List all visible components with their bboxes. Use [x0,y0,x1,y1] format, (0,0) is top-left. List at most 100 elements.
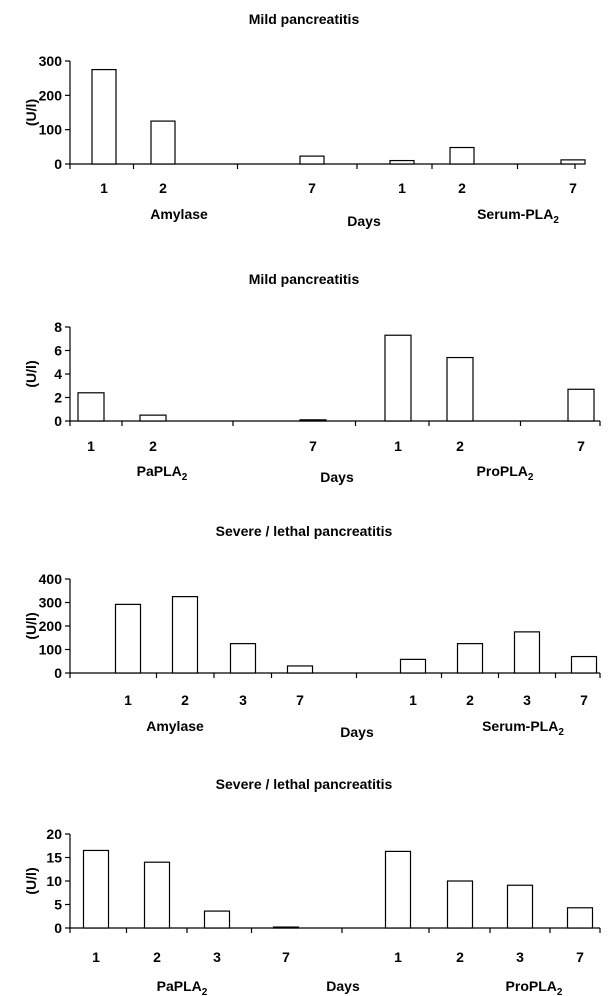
chart-title: Mild pancreatitis [249,11,360,27]
x-tick-label: 2 [181,692,189,708]
chart-panel-2: Mild pancreatitis 0 2 4 6 8 (U/l) 1 2 7 PaPLA2 1 2 7 P… [23,271,601,485]
x-tick-label: 3 [523,692,531,708]
bar-papla-day-1 [82,849,110,929]
x-tick-label: 2 [159,180,167,196]
y-tick-label: 300 [39,595,63,611]
bar-papla-day-1 [77,392,105,422]
x-tick-label: 7 [569,180,577,196]
bar-amylase-day-7 [299,155,325,165]
x-tick-label: 1 [87,438,95,454]
chart-title: Severe / lethal pancreatitis [216,523,393,539]
bar-propla-day-1 [384,334,412,422]
x-tick-label: 1 [124,692,132,708]
chart-panel-4: Severe / lethal pancreatitis 0 5 10 15 20 (U/l… [23,776,601,996]
chart-title: Mild pancreatitis [249,271,360,287]
group-label: PaPLA2 [137,463,188,483]
bar-serum-pla-day-1 [399,658,427,674]
bar-amylase-day-2 [171,596,199,674]
y-tick-label: 0 [54,665,62,681]
bar-amylase-day-7 [286,665,314,674]
chart-title: Severe / lethal pancreatitis [216,776,393,792]
group-label: Amylase [150,206,208,222]
bar-papla-day-2 [143,861,171,929]
bar-papla-day-2 [139,414,167,422]
chart-panel-3: Severe / lethal pancreatitis 0 100 200 300 40… [23,523,601,740]
bar-propla-day-2 [446,880,474,929]
x-tick-label: 7 [296,692,304,708]
group-label: Serum-PLA2 [477,206,559,226]
y-tick-label: 20 [46,826,62,842]
x-tick-label: 1 [398,180,406,196]
bar-propla-day-7 [567,388,595,422]
y-tick-label: 100 [39,122,63,138]
x-tick-label: 2 [458,180,466,196]
chart-panel-1: Mild pancreatitis 0 100 200 300 (U/l) 1 2 7 Amyla… [23,11,586,229]
bar-papla-day-7 [272,926,300,929]
x-tick-label: 2 [456,438,464,454]
y-tick-label: 0 [54,413,62,429]
x-tick-label: 2 [153,949,161,965]
bar-propla-day-7 [566,907,594,929]
bar-serum-pla-day-7 [560,159,586,165]
y-axis-label: (U/l) [23,612,39,639]
y-tick-label: 6 [54,343,62,359]
bar-serum-pla-day-1 [389,159,415,165]
x-tick-label: 1 [409,692,417,708]
y-tick-label: 300 [39,53,63,69]
y-axis-label: (U/l) [23,867,39,894]
x-tick-label: 7 [576,949,584,965]
x-tick-label: 7 [309,438,317,454]
x-tick-label: 2 [149,438,157,454]
bar-amylase-day-1 [91,68,117,165]
y-tick-label: 2 [54,390,62,406]
x-axis-label: Days [340,724,374,740]
bar-serum-pla-day-2 [449,146,475,165]
group-label: ProPLA2 [477,463,534,483]
bar-propla-day-1 [384,850,412,929]
bar-papla-day-7 [299,419,327,422]
bar-amylase-day-3 [229,643,257,674]
y-tick-label: 5 [54,897,62,913]
y-tick-label: 4 [54,366,62,382]
x-tick-label: 3 [239,692,247,708]
x-tick-label: 3 [213,949,221,965]
x-tick-label: 1 [394,949,402,965]
x-tick-label: 7 [282,949,290,965]
y-tick-label: 200 [39,618,63,634]
y-tick-label: 200 [39,87,63,103]
x-axis-label: Days [326,978,360,994]
bar-serum-pla-day-7 [570,655,598,674]
group-label: Amylase [146,718,204,734]
bar-papla-day-3 [203,910,231,929]
y-axis-label: (U/l) [23,99,39,126]
x-tick-label: 2 [456,949,464,965]
y-tick-label: 100 [39,642,63,658]
y-axis-label: (U/l) [23,360,39,387]
bar-serum-pla-day-3 [513,631,541,674]
y-tick-label: 8 [54,319,62,335]
x-tick-label: 3 [516,949,524,965]
group-label: ProPLA2 [506,978,563,996]
group-label: PaPLA2 [157,978,208,996]
x-tick-label: 7 [580,692,588,708]
x-tick-label: 2 [466,692,474,708]
x-tick-label: 1 [92,949,100,965]
x-axis-label: Days [320,469,354,485]
y-tick-label: 0 [54,920,62,936]
bar-propla-day-3 [506,884,534,929]
y-tick-label: 400 [39,571,63,587]
bar-amylase-day-1 [114,603,142,674]
bar-propla-day-2 [446,356,474,422]
x-tick-label: 7 [577,438,585,454]
y-tick-label: 0 [54,156,62,172]
group-label: Serum-PLA2 [482,718,564,738]
x-axis-label: Days [347,213,381,229]
bar-amylase-day-2 [150,120,176,165]
y-tick-label: 15 [46,850,62,866]
x-tick-label: 1 [100,180,108,196]
x-tick-label: 7 [308,180,316,196]
x-tick-label: 1 [394,438,402,454]
y-tick-label: 10 [46,873,62,889]
bar-serum-pla-day-2 [456,643,484,674]
